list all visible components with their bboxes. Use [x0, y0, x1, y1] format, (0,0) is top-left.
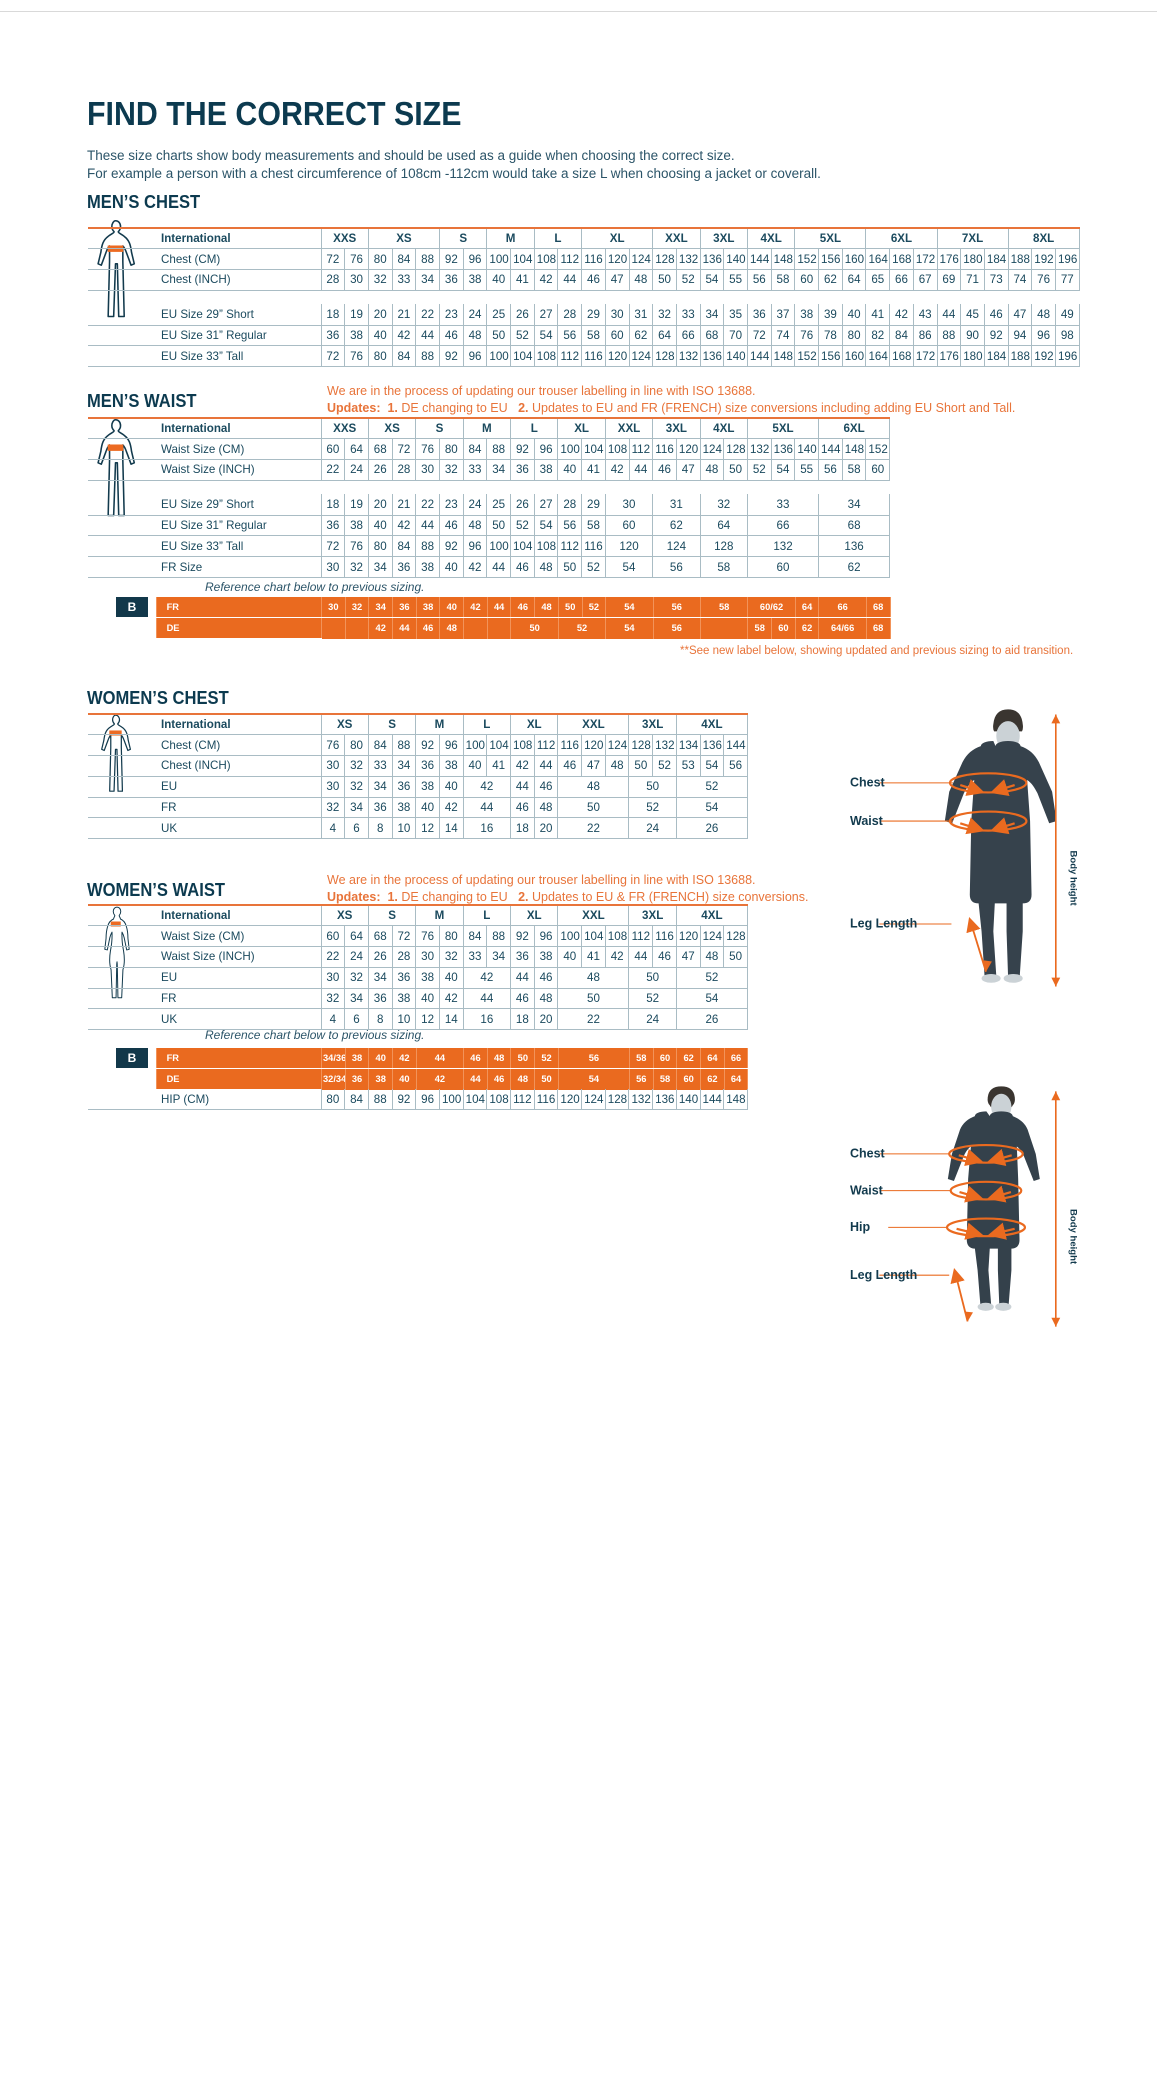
svg-text:Leg Length: Leg Length — [850, 1268, 917, 1282]
svg-text:Chest: Chest — [850, 776, 885, 790]
svg-text:Body height: Body height — [1068, 851, 1079, 907]
svg-text:Waist: Waist — [850, 814, 883, 828]
svg-text:Chest: Chest — [850, 1147, 885, 1161]
svg-text:Body height: Body height — [1068, 1209, 1079, 1265]
svg-text:Leg Length: Leg Length — [850, 917, 917, 931]
svg-text:Waist: Waist — [850, 1183, 883, 1197]
svg-text:Hip: Hip — [850, 1220, 870, 1234]
